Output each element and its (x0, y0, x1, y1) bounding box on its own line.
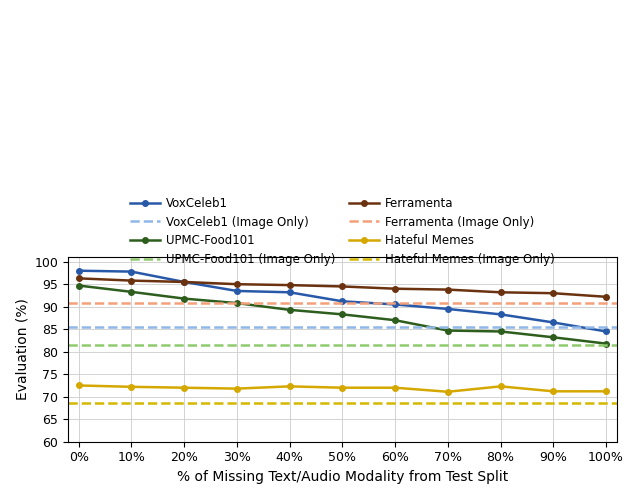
Ferramenta (Image Only) (80, 300, 88, 306)
UPMC-Food101 (Image Only) (80, 342, 88, 348)
VoxCeleb1 (Image Only) (80, 324, 88, 330)
Ferramenta (602, 294, 610, 300)
UPMC-Food101 (180, 295, 188, 301)
UPMC-Food101 (602, 341, 610, 347)
Line: VoxCeleb1: VoxCeleb1 (76, 268, 609, 334)
UPMC-Food101 (550, 334, 557, 340)
Ferramenta (391, 286, 399, 292)
X-axis label: % of Missing Text/Audio Modality from Test Split: % of Missing Text/Audio Modality from Te… (177, 470, 508, 484)
Hateful Memes (602, 388, 610, 394)
Hateful Memes (233, 386, 241, 392)
UPMC-Food101 (Image Only) (75, 342, 83, 348)
Ferramenta (286, 282, 294, 288)
Hateful Memes (339, 385, 346, 391)
VoxCeleb1 (444, 306, 452, 312)
UPMC-Food101 (391, 317, 399, 323)
UPMC-Food101 (286, 307, 294, 313)
VoxCeleb1 (180, 279, 188, 285)
VoxCeleb1 (339, 298, 346, 304)
VoxCeleb1 (Image Only) (75, 324, 83, 330)
UPMC-Food101 (233, 300, 241, 306)
UPMC-Food101 (497, 328, 504, 334)
UPMC-Food101 (127, 289, 135, 295)
Ferramenta (444, 286, 452, 292)
Hateful Memes (550, 388, 557, 394)
Ferramenta (550, 290, 557, 296)
Line: UPMC-Food101: UPMC-Food101 (76, 283, 609, 346)
Ferramenta (Image Only) (75, 300, 83, 306)
Hateful Memes (Image Only) (80, 401, 88, 407)
VoxCeleb1 (550, 319, 557, 325)
Ferramenta (497, 289, 504, 295)
VoxCeleb1 (602, 328, 610, 334)
Hateful Memes (Image Only) (75, 401, 83, 407)
VoxCeleb1 (391, 301, 399, 307)
VoxCeleb1 (127, 268, 135, 274)
Hateful Memes (497, 383, 504, 389)
Y-axis label: Evaluation (%): Evaluation (%) (15, 298, 29, 400)
Ferramenta (75, 275, 83, 281)
UPMC-Food101 (75, 282, 83, 288)
Hateful Memes (127, 384, 135, 390)
Hateful Memes (75, 382, 83, 388)
Hateful Memes (391, 385, 399, 391)
Hateful Memes (444, 389, 452, 395)
Ferramenta (233, 281, 241, 287)
VoxCeleb1 (233, 288, 241, 294)
Hateful Memes (286, 383, 294, 389)
VoxCeleb1 (75, 267, 83, 273)
Ferramenta (127, 277, 135, 283)
UPMC-Food101 (444, 327, 452, 333)
Legend: VoxCeleb1, VoxCeleb1 (Image Only), UPMC-Food101, UPMC-Food101 (Image Only), Ferr: VoxCeleb1, VoxCeleb1 (Image Only), UPMC-… (131, 197, 554, 266)
VoxCeleb1 (286, 289, 294, 295)
Ferramenta (339, 283, 346, 289)
Ferramenta (180, 279, 188, 285)
Line: Ferramenta: Ferramenta (76, 275, 609, 299)
Line: Hateful Memes: Hateful Memes (76, 383, 609, 395)
VoxCeleb1 (497, 311, 504, 317)
Hateful Memes (180, 385, 188, 391)
UPMC-Food101 (339, 311, 346, 317)
